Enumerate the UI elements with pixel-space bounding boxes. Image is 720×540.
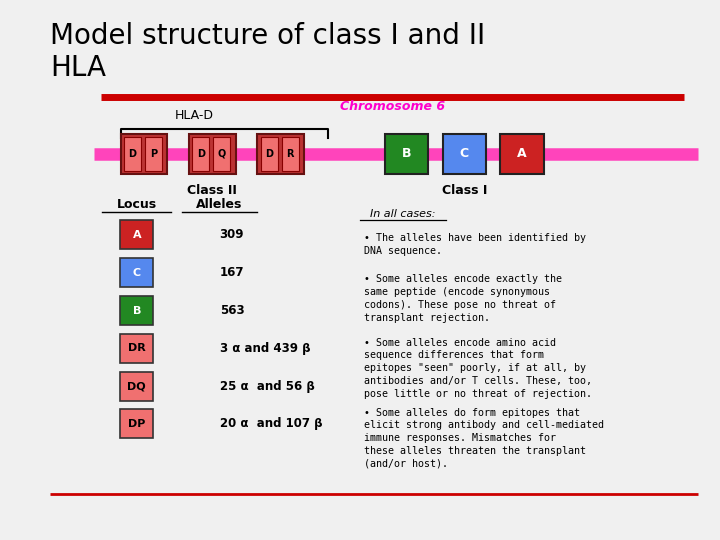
Text: A: A <box>517 147 527 160</box>
Bar <box>120 296 153 325</box>
Text: DQ: DQ <box>127 381 146 391</box>
Bar <box>145 137 162 171</box>
Bar <box>282 137 299 171</box>
Text: C: C <box>132 268 141 278</box>
Text: Class II: Class II <box>187 184 238 197</box>
Bar <box>192 137 209 171</box>
Bar <box>213 137 230 171</box>
Bar <box>120 220 153 249</box>
Bar <box>189 133 236 174</box>
Text: D: D <box>265 149 273 159</box>
Text: Locus: Locus <box>117 198 157 211</box>
Bar <box>121 133 167 174</box>
Text: Chromosome 6: Chromosome 6 <box>340 100 445 113</box>
Bar <box>120 372 153 401</box>
Text: 309: 309 <box>220 228 244 241</box>
Text: D: D <box>128 149 136 159</box>
Bar <box>261 137 277 171</box>
Text: 563: 563 <box>220 304 244 317</box>
Text: • Some alleles encode exactly the
same peptide (encode synonymous
codons). These: • Some alleles encode exactly the same p… <box>364 274 562 323</box>
Bar <box>124 137 140 171</box>
Bar <box>385 133 428 174</box>
Bar <box>120 409 153 438</box>
Text: • Some alleles do form epitopes that
elicit strong antibody and cell-mediated
im: • Some alleles do form epitopes that eli… <box>364 408 603 469</box>
Text: 25 α  and 56 β: 25 α and 56 β <box>220 380 315 393</box>
Text: DR: DR <box>128 343 145 353</box>
Text: • The alleles have been identified by
DNA sequence.: • The alleles have been identified by DN… <box>364 233 585 256</box>
Bar <box>120 258 153 287</box>
Text: R: R <box>287 149 294 159</box>
Text: DP: DP <box>128 419 145 429</box>
Text: D: D <box>197 149 204 159</box>
Text: B: B <box>402 147 412 160</box>
Bar <box>120 334 153 363</box>
Text: 167: 167 <box>220 266 244 279</box>
Bar <box>258 133 305 174</box>
Text: HLA-D: HLA-D <box>175 109 214 122</box>
Text: • Some alleles encode amino acid
sequence differences that form
epitopes "seen" : • Some alleles encode amino acid sequenc… <box>364 338 592 399</box>
Text: Alleles: Alleles <box>197 198 243 211</box>
Text: B: B <box>132 306 141 315</box>
Text: 3 α and 439 β: 3 α and 439 β <box>220 342 310 355</box>
Text: A: A <box>132 230 141 240</box>
Text: Model structure of class I and II
HLA: Model structure of class I and II HLA <box>50 22 486 82</box>
Bar <box>443 133 486 174</box>
Text: In all cases:: In all cases: <box>371 208 436 219</box>
Text: Q: Q <box>217 149 226 159</box>
Text: C: C <box>460 147 469 160</box>
Text: P: P <box>150 149 157 159</box>
Bar <box>500 133 544 174</box>
Text: Class I: Class I <box>441 184 487 197</box>
Text: 20 α  and 107 β: 20 α and 107 β <box>220 417 322 430</box>
